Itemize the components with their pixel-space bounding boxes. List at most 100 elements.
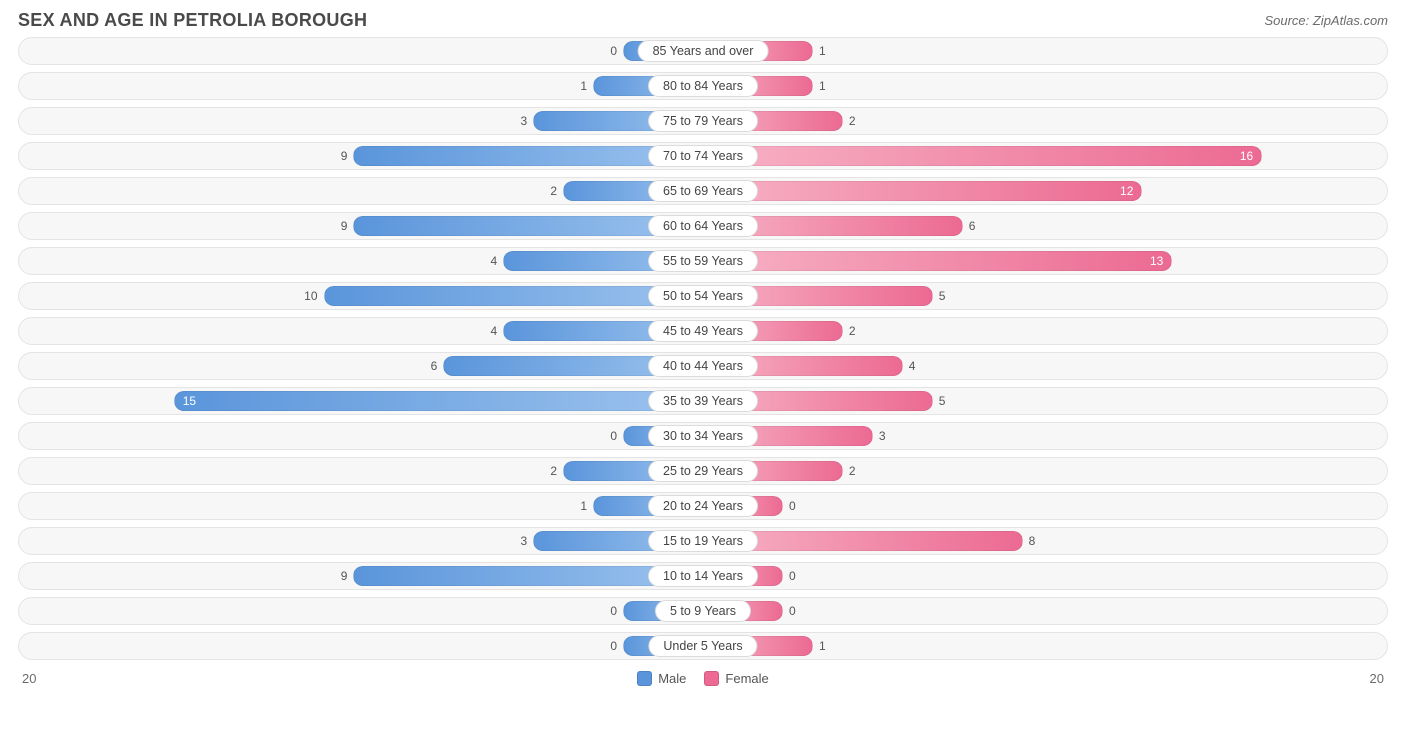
female-value: 4 [903, 359, 922, 373]
male-half: 0 [25, 635, 703, 657]
male-value: 3 [514, 114, 533, 128]
male-half: 4 [25, 250, 703, 272]
male-half: 1 [25, 495, 703, 517]
male-value: 2 [544, 184, 563, 198]
axis-left-max: 20 [22, 671, 36, 686]
female-value: 1 [813, 44, 832, 58]
pyramid-row: 3 8 15 to 19 Years [18, 527, 1388, 555]
chart-title: SEX AND AGE IN PETROLIA BOROUGH [18, 10, 367, 31]
pyramid-row: 1 1 80 to 84 Years [18, 72, 1388, 100]
age-group-label: 85 Years and over [638, 40, 769, 62]
pyramid-row: 0330 to 34 Years [18, 422, 1388, 450]
male-value: 6 [425, 359, 444, 373]
female-value: 1 [813, 79, 832, 93]
female-value: 0 [783, 604, 802, 618]
pyramid-row: 9 0 10 to 14 Years [18, 562, 1388, 590]
male-half: 0 [25, 600, 703, 622]
male-half: 9 [25, 565, 703, 587]
age-group-label: 60 to 64 Years [648, 215, 758, 237]
pyramid-row: 9 16 70 to 74 Years [18, 142, 1388, 170]
age-group-label: 65 to 69 Years [648, 180, 758, 202]
female-value: 2 [843, 324, 862, 338]
legend: Male Female [637, 671, 769, 686]
legend-female-label: Female [725, 671, 768, 686]
male-value: 1 [574, 79, 593, 93]
chart-source: Source: ZipAtlas.com [1264, 13, 1388, 28]
male-value: 9 [335, 219, 354, 233]
male-half: 6 [25, 355, 703, 377]
female-half: 1 [703, 75, 1381, 97]
female-half: 3 [703, 425, 1381, 447]
pyramid-row: 9 660 to 64 Years [18, 212, 1388, 240]
pyramid-row: 3 2 75 to 79 Years [18, 107, 1388, 135]
male-bar: 15 [174, 391, 703, 411]
male-value: 1 [574, 499, 593, 513]
female-half: 8 [703, 530, 1381, 552]
chart-header: SEX AND AGE IN PETROLIA BOROUGH Source: … [0, 0, 1406, 37]
male-half: 2 [25, 180, 703, 202]
female-value: 1 [813, 639, 832, 653]
legend-male-swatch [637, 671, 652, 686]
male-half: 0 [25, 425, 703, 447]
male-half: 4 [25, 320, 703, 342]
age-group-label: 50 to 54 Years [648, 285, 758, 307]
pyramid-row: 2225 to 29 Years [18, 457, 1388, 485]
pyramid-row: 0 1 85 Years and over [18, 37, 1388, 65]
male-bar [324, 286, 704, 306]
pyramid-row: 10 550 to 54 Years [18, 282, 1388, 310]
female-half: 0 [703, 495, 1381, 517]
female-half: 5 [703, 285, 1381, 307]
female-value: 12 [1120, 184, 1133, 198]
female-value: 0 [783, 499, 802, 513]
male-half: 1 [25, 75, 703, 97]
legend-female: Female [704, 671, 768, 686]
age-group-label: 15 to 19 Years [648, 530, 758, 552]
pyramid-row: 005 to 9 Years [18, 597, 1388, 625]
age-group-label: 35 to 39 Years [648, 390, 758, 412]
female-half: 1 [703, 40, 1381, 62]
female-half: 13 [703, 250, 1381, 272]
female-value: 0 [783, 569, 802, 583]
female-bar: 13 [703, 251, 1172, 271]
male-value: 4 [485, 254, 504, 268]
female-half: 6 [703, 215, 1381, 237]
female-half: 2 [703, 460, 1381, 482]
female-half: 2 [703, 110, 1381, 132]
pyramid-row: 1 0 20 to 24 Years [18, 492, 1388, 520]
female-value: 16 [1240, 149, 1253, 163]
female-bar: 12 [703, 181, 1142, 201]
male-half: 9 [25, 145, 703, 167]
female-value: 8 [1023, 534, 1042, 548]
male-half: 0 [25, 40, 703, 62]
male-half: 3 [25, 530, 703, 552]
pyramid-row: 6 4 40 to 44 Years [18, 352, 1388, 380]
female-value: 2 [843, 464, 862, 478]
female-value: 2 [843, 114, 862, 128]
male-value: 0 [604, 44, 623, 58]
male-value: 9 [335, 569, 354, 583]
male-value: 3 [514, 534, 533, 548]
axis-right-max: 20 [1370, 671, 1384, 686]
female-half: 0 [703, 600, 1381, 622]
age-group-label: 40 to 44 Years [648, 355, 758, 377]
pyramid-row: 2 12 65 to 69 Years [18, 177, 1388, 205]
pyramid-row: 4 2 45 to 49 Years [18, 317, 1388, 345]
age-group-label: 80 to 84 Years [648, 75, 758, 97]
male-half: 15 [25, 390, 703, 412]
female-half: 16 [703, 145, 1381, 167]
male-half: 10 [25, 285, 703, 307]
male-value: 0 [604, 604, 623, 618]
age-group-label: 45 to 49 Years [648, 320, 758, 342]
age-group-label: 75 to 79 Years [648, 110, 758, 132]
age-group-label: 10 to 14 Years [648, 565, 758, 587]
legend-male-label: Male [658, 671, 686, 686]
age-group-label: 70 to 74 Years [648, 145, 758, 167]
female-value: 13 [1150, 254, 1163, 268]
male-value: 2 [544, 464, 563, 478]
male-value: 4 [485, 324, 504, 338]
female-half: 4 [703, 355, 1381, 377]
age-group-label: 55 to 59 Years [648, 250, 758, 272]
age-group-label: 20 to 24 Years [648, 495, 758, 517]
age-group-label: Under 5 Years [648, 635, 757, 657]
male-value: 10 [298, 289, 323, 303]
